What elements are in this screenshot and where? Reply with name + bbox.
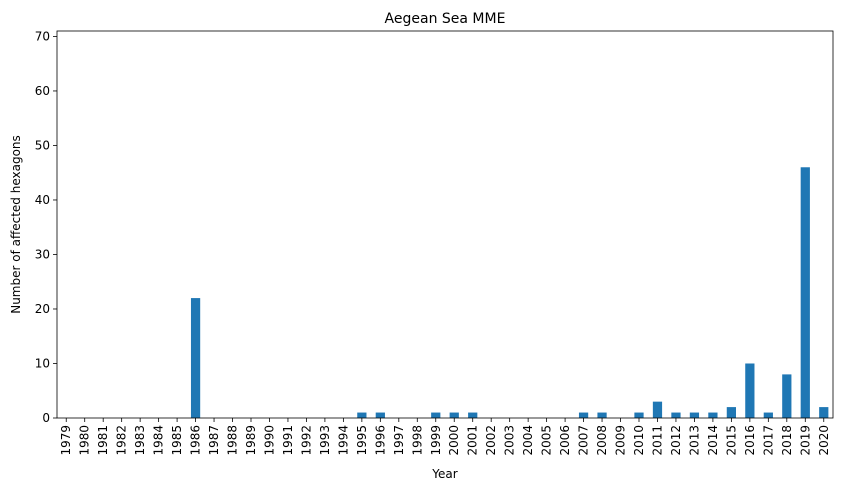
x-tick-label: 2006	[558, 425, 572, 456]
bar-2015	[726, 407, 736, 418]
x-tick-label: 1995	[355, 425, 369, 456]
x-tick-label: 2012	[669, 425, 683, 456]
x-tick-label: 1980	[78, 425, 92, 456]
y-tick-label: 0	[42, 411, 50, 425]
x-axis: 1979 1980 1981 1982 1983 1984 1985 1986 1987 1988…	[59, 418, 831, 456]
y-tick-label: 30	[35, 247, 50, 261]
y-tick-label: 50	[35, 138, 50, 152]
bars-group	[190, 167, 829, 418]
x-tick-label: 2016	[743, 425, 757, 456]
bar-2014	[708, 412, 718, 418]
bar-2010	[634, 412, 644, 418]
x-tick-label: 1982	[115, 425, 129, 456]
bar-2001	[468, 412, 478, 418]
x-tick-label: 1992	[299, 425, 313, 456]
y-tick-label: 40	[35, 193, 50, 207]
x-tick-label: 2008	[595, 425, 609, 456]
x-tick-label: 1986	[189, 425, 203, 456]
x-tick-label: 2001	[466, 425, 480, 456]
bar-2018	[782, 374, 792, 418]
x-tick-label: 2007	[577, 425, 591, 456]
y-tick-label: 60	[35, 84, 50, 98]
bar-2000	[449, 412, 459, 418]
x-tick-label: 2014	[706, 425, 720, 456]
x-axis-label: Year	[431, 467, 457, 481]
bar-2007	[578, 412, 589, 418]
x-tick-label: 1985	[170, 425, 184, 456]
x-tick-label: 2004	[521, 425, 535, 456]
bar-2019	[800, 167, 810, 418]
bar-2016	[745, 363, 755, 418]
y-axis-label: Number of affected hexagons	[9, 135, 23, 314]
x-tick-label: 2013	[687, 425, 701, 456]
x-tick-label: 2002	[484, 425, 498, 456]
bar-1999	[431, 412, 441, 418]
x-tick-label: 1991	[281, 425, 295, 456]
x-tick-label: 2003	[503, 425, 517, 456]
x-tick-label: 2018	[780, 425, 794, 456]
x-tick-label: 1979	[59, 425, 73, 456]
y-tick-label: 10	[35, 356, 50, 370]
x-tick-label: 2017	[761, 425, 775, 456]
x-tick-label: 2000	[447, 425, 461, 456]
x-tick-label: 1999	[429, 425, 443, 456]
x-tick-label: 1994	[336, 425, 350, 456]
bar-2011	[652, 401, 663, 418]
x-tick-label: 1990	[262, 425, 276, 456]
x-tick-label: 1987	[207, 425, 221, 456]
x-tick-label: 2009	[614, 425, 628, 456]
plot-frame	[56, 30, 834, 419]
x-tick-label: 1983	[133, 425, 147, 456]
x-tick-label: 1996	[373, 425, 387, 456]
y-tick-label: 70	[35, 29, 50, 43]
bar-1995	[357, 412, 367, 418]
x-tick-label: 1997	[392, 425, 406, 456]
y-axis: 0 10 20 30 40 50 60 70	[35, 29, 57, 425]
bar-2020	[819, 407, 829, 418]
y-tick-label: 20	[35, 302, 50, 316]
chart-title: Aegean Sea MME	[385, 11, 506, 27]
x-tick-label: 1998	[410, 425, 424, 456]
x-tick-label: 2010	[632, 425, 646, 456]
x-tick-label: 2005	[540, 425, 554, 456]
bar-1996	[375, 412, 385, 418]
bar-2012	[671, 412, 681, 418]
bar-2017	[763, 412, 773, 418]
x-tick-label: 1993	[318, 425, 332, 456]
x-tick-label: 2011	[650, 425, 664, 456]
x-tick-label: 1984	[152, 425, 166, 456]
bar-1986	[190, 298, 201, 418]
x-tick-label: 1981	[96, 425, 110, 456]
bar-2013	[689, 412, 700, 418]
x-tick-label: 2019	[798, 425, 812, 456]
x-tick-label: 1989	[244, 425, 258, 456]
x-tick-label: 2015	[724, 425, 738, 456]
bar-2008	[597, 412, 607, 418]
x-tick-label: 1988	[226, 425, 240, 456]
x-tick-label: 2020	[817, 425, 831, 456]
